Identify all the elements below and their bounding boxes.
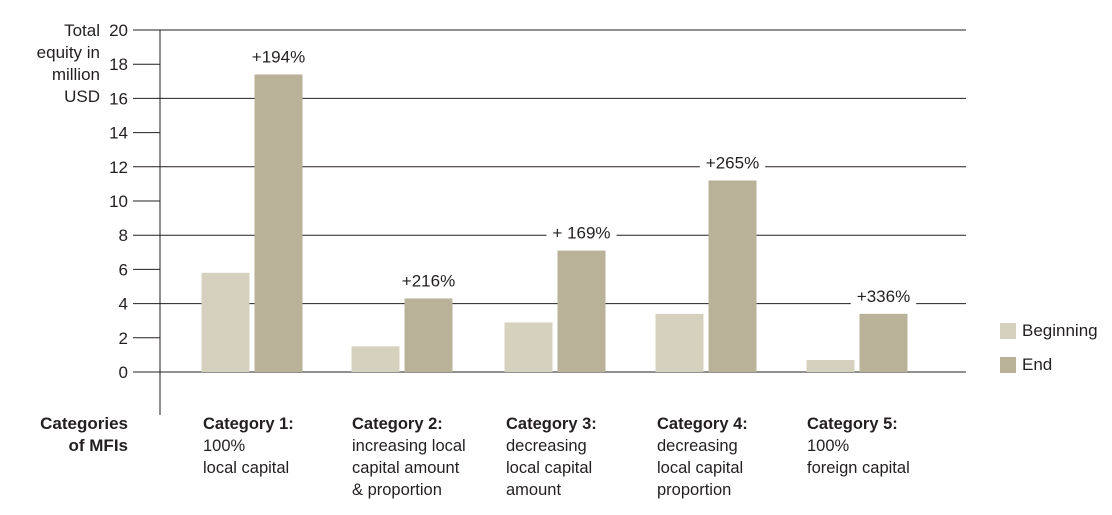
y-axis-label-line: equity in <box>36 43 100 62</box>
y-tick-label: 8 <box>119 226 128 245</box>
bar-beginning-3 <box>504 322 553 372</box>
category-label-4: Category 4: decreasing local capital pro… <box>657 413 748 501</box>
pct-change-label: +265% <box>706 153 759 172</box>
y-axis-label: Total equity in million USD <box>18 20 100 108</box>
y-tick-label: 4 <box>119 295 128 314</box>
legend-label: End <box>1022 355 1053 374</box>
category-name: Category 2: <box>352 415 443 433</box>
x-axis-title: Categories of MFIs <box>22 413 128 457</box>
pct-change-label: + 169% <box>552 224 610 243</box>
pct-label-bg <box>699 153 766 173</box>
legend-label: Beginning <box>1022 321 1098 340</box>
category-desc-line: local capital <box>203 459 290 477</box>
bar-end-4 <box>708 180 757 372</box>
category-name: Category 3: <box>506 415 597 433</box>
pct-change-label: +336% <box>857 287 910 306</box>
y-tick-label: 20 <box>109 21 128 40</box>
category-label-3: Category 3: decreasing local capital amo… <box>506 413 597 501</box>
category-name: Category 5: <box>807 415 898 433</box>
legend-swatch <box>1000 323 1016 339</box>
category-desc-line: & proportion <box>352 481 442 499</box>
category-label-5: Category 5: 100% foreign capital <box>807 413 910 479</box>
y-tick-label: 2 <box>119 329 128 348</box>
y-tick-label: 6 <box>119 260 128 279</box>
bar-end-2 <box>404 298 453 372</box>
category-desc-line: decreasing <box>506 437 587 455</box>
percentage-annotations: +194% +216% + 169% +265% +336% <box>245 47 917 306</box>
pct-label-bg <box>245 47 312 67</box>
pct-change-label: +194% <box>252 47 305 66</box>
y-axis-label-line: million <box>51 65 100 84</box>
category-desc-line: local capital <box>657 459 744 477</box>
y-axis-label-line: USD <box>64 87 100 106</box>
y-tick-label: 10 <box>109 192 128 211</box>
x-axis-title-line: Categories <box>40 414 128 433</box>
category-desc-line: proportion <box>657 481 732 499</box>
y-tick-label: 18 <box>109 55 128 74</box>
y-tick-label: 0 <box>119 363 128 382</box>
y-tick-label: 14 <box>109 124 128 143</box>
pct-change-label: +216% <box>402 271 455 290</box>
bar-beginning-2 <box>351 346 400 372</box>
category-label-1: Category 1: 100% local capital <box>203 413 294 479</box>
bar-beginning-1 <box>201 272 250 372</box>
legend-item-beginning: Beginning <box>1000 320 1098 342</box>
y-tick-label: 16 <box>109 89 128 108</box>
legend: Beginning End <box>1000 320 1098 388</box>
bar-beginning-4 <box>655 313 704 372</box>
pct-label-bg <box>546 223 617 243</box>
category-desc-line: local capital <box>506 459 593 477</box>
x-axis-title-line: of MFIs <box>68 436 129 455</box>
category-label-2: Category 2: increasing local capital amo… <box>352 413 466 501</box>
category-desc-line: amount <box>506 481 562 499</box>
legend-swatch <box>1000 357 1016 373</box>
category-desc-line: increasing local <box>352 437 466 455</box>
category-desc-line: foreign capital <box>807 459 910 477</box>
pct-label-bg <box>395 271 462 291</box>
category-name: Category 4: <box>657 415 748 433</box>
pct-label-bg <box>850 286 917 306</box>
category-desc-line: 100% <box>807 437 850 455</box>
bars <box>201 74 908 373</box>
category-name: Category 1: <box>203 415 294 433</box>
bar-end-5 <box>859 313 908 372</box>
y-tick-label: 12 <box>109 158 128 177</box>
bar-end-3 <box>557 250 606 372</box>
legend-item-end: End <box>1000 354 1098 376</box>
y-axis-label-line: Total <box>64 21 100 40</box>
y-tick-labels: 0 2 4 6 8 10 12 14 16 18 20 <box>109 21 160 382</box>
bar-beginning-5 <box>806 360 855 372</box>
category-desc-line: capital amount <box>352 459 460 477</box>
category-desc-line: decreasing <box>657 437 738 455</box>
category-desc-line: 100% <box>203 437 246 455</box>
bar-end-1 <box>254 74 303 373</box>
